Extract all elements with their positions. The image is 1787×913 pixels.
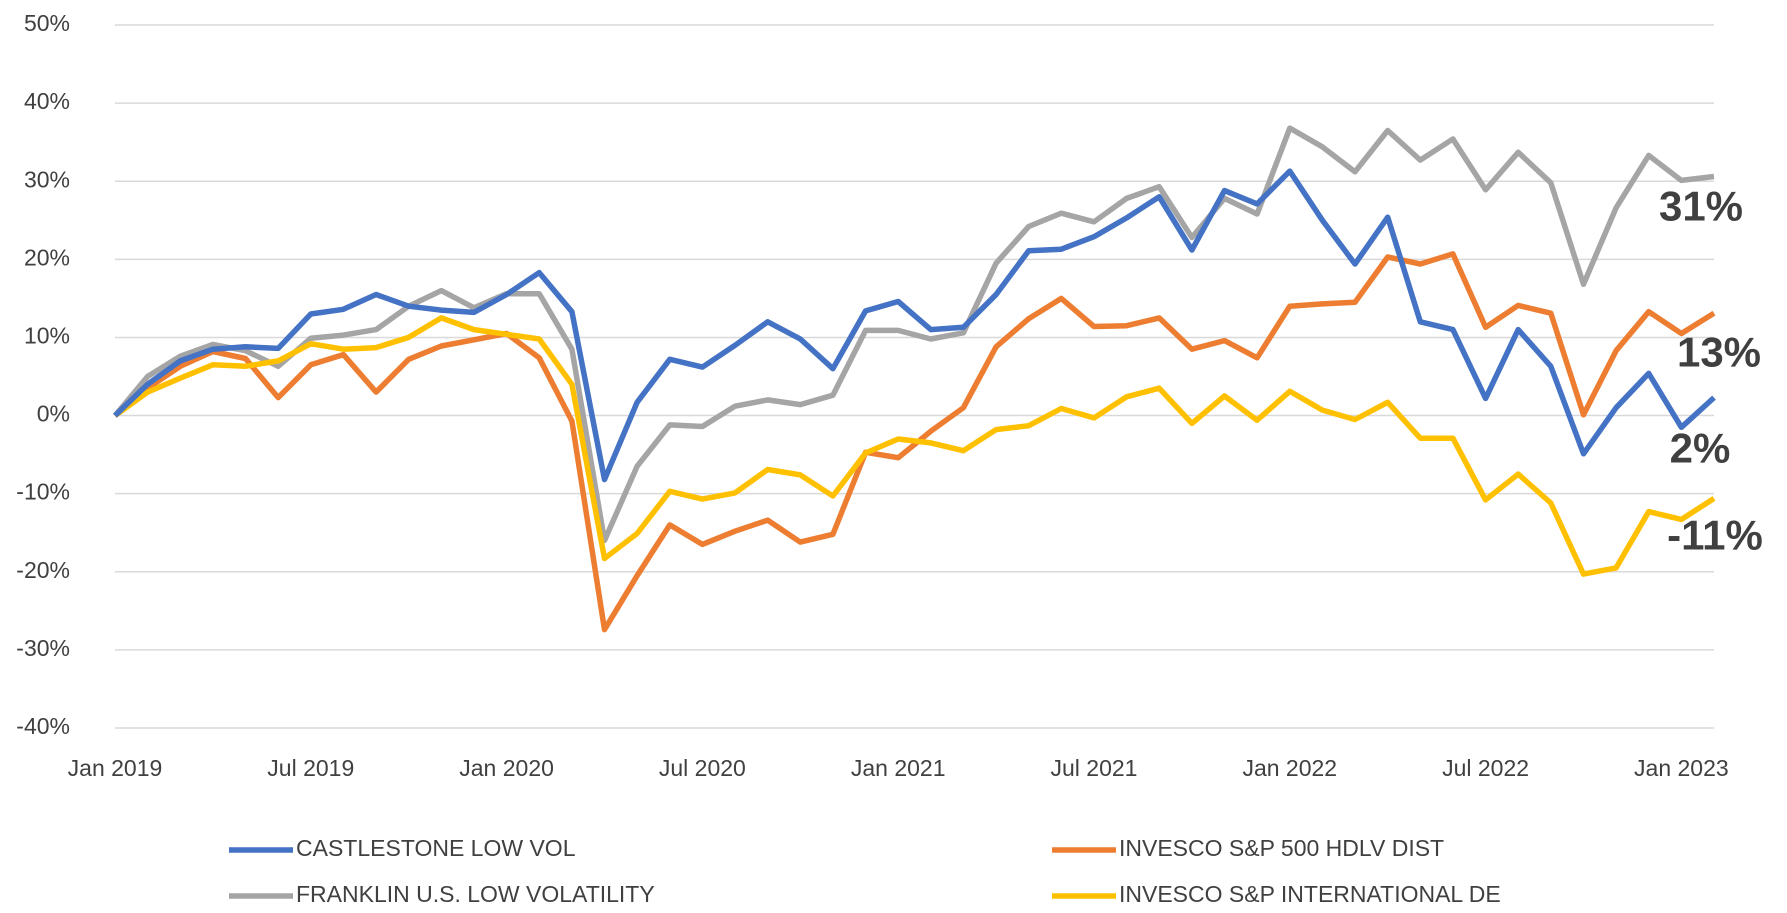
- series-line: [113, 251, 1716, 633]
- x-tick-label: Jan 2021: [851, 755, 946, 781]
- x-tick-label: Jul 2021: [1050, 755, 1137, 781]
- labels: -40% -30% -20% -10% 0% 10% 20% 30% 40% 50% Jan 201…: [16, 10, 1763, 781]
- y-tick-label: -30%: [16, 635, 70, 661]
- legend-label: FRANKLIN U.S. LOW VOLATILITY: [296, 881, 655, 907]
- x-tick-label: Jul 2019: [267, 755, 354, 781]
- x-tick-label: Jul 2020: [659, 755, 746, 781]
- y-tick-label: 10%: [24, 323, 70, 349]
- legend: FRANKLIN U.S. LOW VOLATILITY INVESCO S&P …: [229, 835, 1501, 907]
- legend-label: INVESCO S&P 500 HDLV DIST: [1119, 835, 1444, 861]
- series-line: [113, 315, 1716, 577]
- y-tick-label: -40%: [16, 713, 70, 739]
- plot-area: [112, 125, 1716, 633]
- y-tick-label: 30%: [24, 166, 70, 192]
- x-tick-label: Jul 2022: [1442, 755, 1529, 781]
- end-label: -11%: [1667, 511, 1763, 558]
- y-tick-label: -10%: [16, 479, 70, 505]
- y-tick-label: 40%: [24, 88, 70, 114]
- end-label: 2%: [1670, 425, 1731, 472]
- series-line: [113, 168, 1716, 483]
- legend-label: CASTLESTONE LOW VOL: [296, 835, 576, 861]
- x-tick-label: Jan 2023: [1634, 755, 1729, 781]
- y-tick-label: 20%: [24, 244, 70, 270]
- series-line: [112, 125, 1715, 544]
- end-label: 31%: [1659, 183, 1743, 230]
- x-tick-label: Jan 2022: [1242, 755, 1337, 781]
- end-label: 13%: [1677, 328, 1761, 375]
- y-tick-label: 0%: [37, 401, 70, 427]
- legend-label: INVESCO S&P INTERNATIONAL DE: [1119, 881, 1501, 907]
- x-tick-label: Jan 2019: [68, 755, 163, 781]
- x-tick-label: Jan 2020: [459, 755, 554, 781]
- y-tick-label: -20%: [16, 557, 70, 583]
- y-tick-label: 50%: [24, 10, 70, 36]
